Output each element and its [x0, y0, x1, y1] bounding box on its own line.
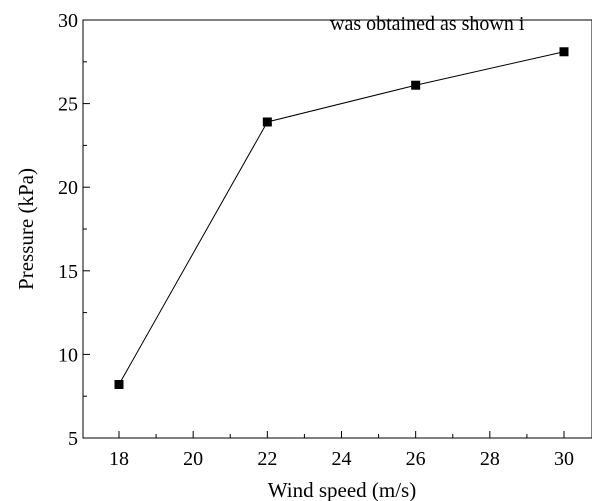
y-tick-label: 20 [58, 177, 78, 199]
y-axis-title: Pressure (kPa) [14, 168, 38, 290]
x-tick-label: 22 [257, 448, 277, 470]
y-tick-label: 15 [58, 261, 78, 283]
x-tick-label: 28 [480, 448, 500, 470]
data-point-marker [559, 47, 569, 57]
x-tick-label: 26 [406, 448, 426, 470]
plot-frame [82, 19, 592, 439]
data-point-marker [262, 117, 272, 127]
y-tick-label: 10 [58, 344, 78, 366]
series-line [118, 51, 565, 385]
x-tick-label: 20 [183, 448, 203, 470]
data-point-marker [411, 80, 421, 90]
y-tick-label: 5 [68, 428, 78, 450]
plot-area [82, 19, 592, 439]
y-tick-label: 25 [58, 94, 78, 116]
x-axis-title: Wind speed (m/s) [268, 478, 416, 501]
series-layer [114, 47, 569, 389]
data-point-marker [114, 379, 124, 389]
x-tick-label: 30 [554, 448, 574, 470]
x-tick-label: 18 [109, 448, 129, 470]
x-tick-label: 24 [332, 448, 352, 470]
y-tick-label: 30 [58, 10, 78, 32]
y-axis: 5 10 15 20 25 30 [58, 10, 90, 450]
x-axis: 18 20 22 24 26 28 30 [109, 431, 574, 470]
caption-fragment: was obtained as shown i [330, 13, 525, 35]
